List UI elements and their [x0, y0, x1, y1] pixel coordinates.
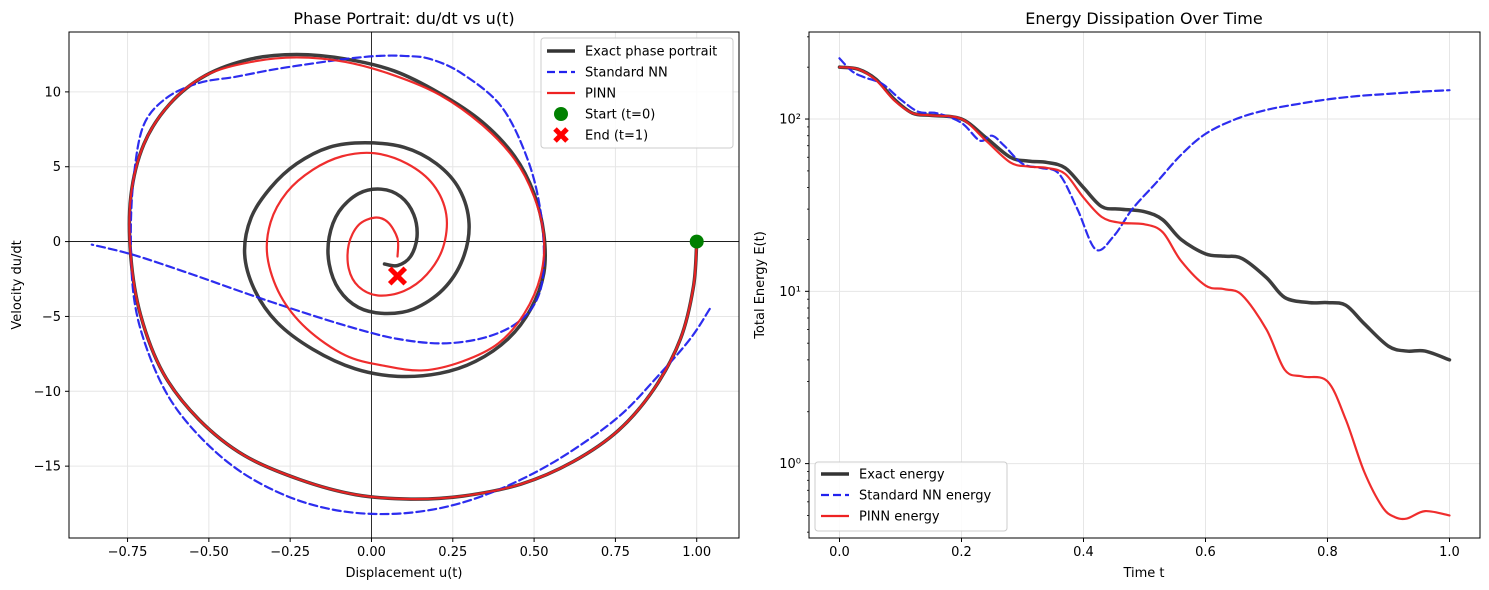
- y-tick-label: −10: [34, 385, 61, 400]
- legend-swatch-end-t-1-: [553, 127, 569, 143]
- phase-portrait-ylabel: Velocity du/dt: [10, 240, 25, 329]
- phase-portrait-plot-area: [90, 52, 711, 516]
- x-tick-label: 0.4: [1073, 545, 1094, 560]
- phase-portrait-title: Phase Portrait: du/dt vs u(t): [293, 9, 514, 28]
- y-tick-label: 10²: [779, 113, 801, 128]
- x-tick-label: −0.50: [189, 545, 229, 560]
- energy-dissipation-chart: Energy Dissipation Over Time 0.0 0.2 0.4 0.…: [753, 9, 1481, 581]
- series-line-pinn-energy: [838, 66, 1451, 521]
- start-marker: [689, 234, 704, 249]
- legend-label-standard-nn-energy: Standard NN energy: [859, 489, 991, 504]
- legend-swatch-start-t-0-: [554, 107, 568, 121]
- legend-label-standard-nn: Standard NN: [585, 66, 668, 81]
- series-line-exact-energy: [837, 65, 1452, 362]
- x-tick-label: 0.00: [357, 545, 386, 560]
- x-tick-label: 0.6: [1195, 545, 1216, 560]
- phase-portrait-xlabel: Displacement u(t): [346, 566, 463, 581]
- y-tick-label: 10⁰: [779, 457, 801, 472]
- x-tick-label: 0.0: [829, 545, 850, 560]
- x-tick-label: 1.0: [1439, 545, 1460, 560]
- energy-plot-area: [837, 57, 1452, 521]
- x-tick-label: 1.00: [682, 545, 711, 560]
- legend-label-exact-phase-portrait: Exact phase portrait: [585, 45, 717, 60]
- energy-ylabel: Total Energy E(t): [753, 231, 768, 340]
- series-line-standard-nn-energy: [838, 57, 1451, 252]
- y-tick-label: −15: [34, 460, 61, 475]
- end-marker: [387, 266, 408, 286]
- legend-box: [814, 461, 1008, 532]
- energy-legend: Exact energy Standard NN energy PINN energ…: [814, 461, 1008, 532]
- phase-portrait-legend: Exact phase portrait Standard NN PINN Start…: [540, 37, 734, 149]
- x-tick-label: 0.2: [951, 545, 972, 560]
- energy-ticks: 0.0 0.2 0.4 0.6 0.8 1.0 10⁰ 10¹ 10²: [779, 36, 1460, 560]
- y-tick-label: 10: [44, 85, 61, 100]
- y-tick-label: 0: [53, 235, 61, 250]
- legend-label-pinn-energy: PINN energy: [859, 510, 940, 525]
- phase-portrait-ticks: −0.75 −0.50 −0.25 0.00 0.25 0.50 0.75 1.00 −15 −1…: [34, 85, 712, 560]
- phase-portrait-frame: [68, 31, 740, 539]
- y-tick-label: 5: [53, 160, 61, 175]
- x-tick-label: 0.50: [520, 545, 549, 560]
- series-line-pinn: [128, 56, 698, 501]
- end-marker-x: [387, 266, 408, 286]
- legend-box: [540, 37, 734, 149]
- legend-label-pinn: PINN: [585, 87, 616, 102]
- x-tick-label: −0.75: [108, 545, 148, 560]
- x-tick-label: −0.25: [270, 545, 310, 560]
- legend-label-end-t-1-: End (t=1): [585, 129, 648, 144]
- x-tick-label: 0.25: [438, 545, 467, 560]
- legend-label-start-t-0-: Start (t=0): [585, 108, 655, 123]
- phase-portrait-chart: Phase Portrait: du/dt vs u(t) −0.75 −0.50…: [10, 9, 740, 581]
- series-line-standard-nn: [90, 54, 711, 516]
- y-tick-label: 10¹: [779, 285, 801, 300]
- energy-dissipation-title: Energy Dissipation Over Time: [1025, 9, 1262, 28]
- x-tick-label: 0.75: [601, 545, 630, 560]
- energy-xlabel: Time t: [1122, 566, 1164, 581]
- legend-label-exact-energy: Exact energy: [859, 468, 945, 483]
- y-tick-label: −5: [42, 310, 61, 325]
- x-tick-label: 0.8: [1317, 545, 1338, 560]
- energy-frame: [808, 31, 1481, 539]
